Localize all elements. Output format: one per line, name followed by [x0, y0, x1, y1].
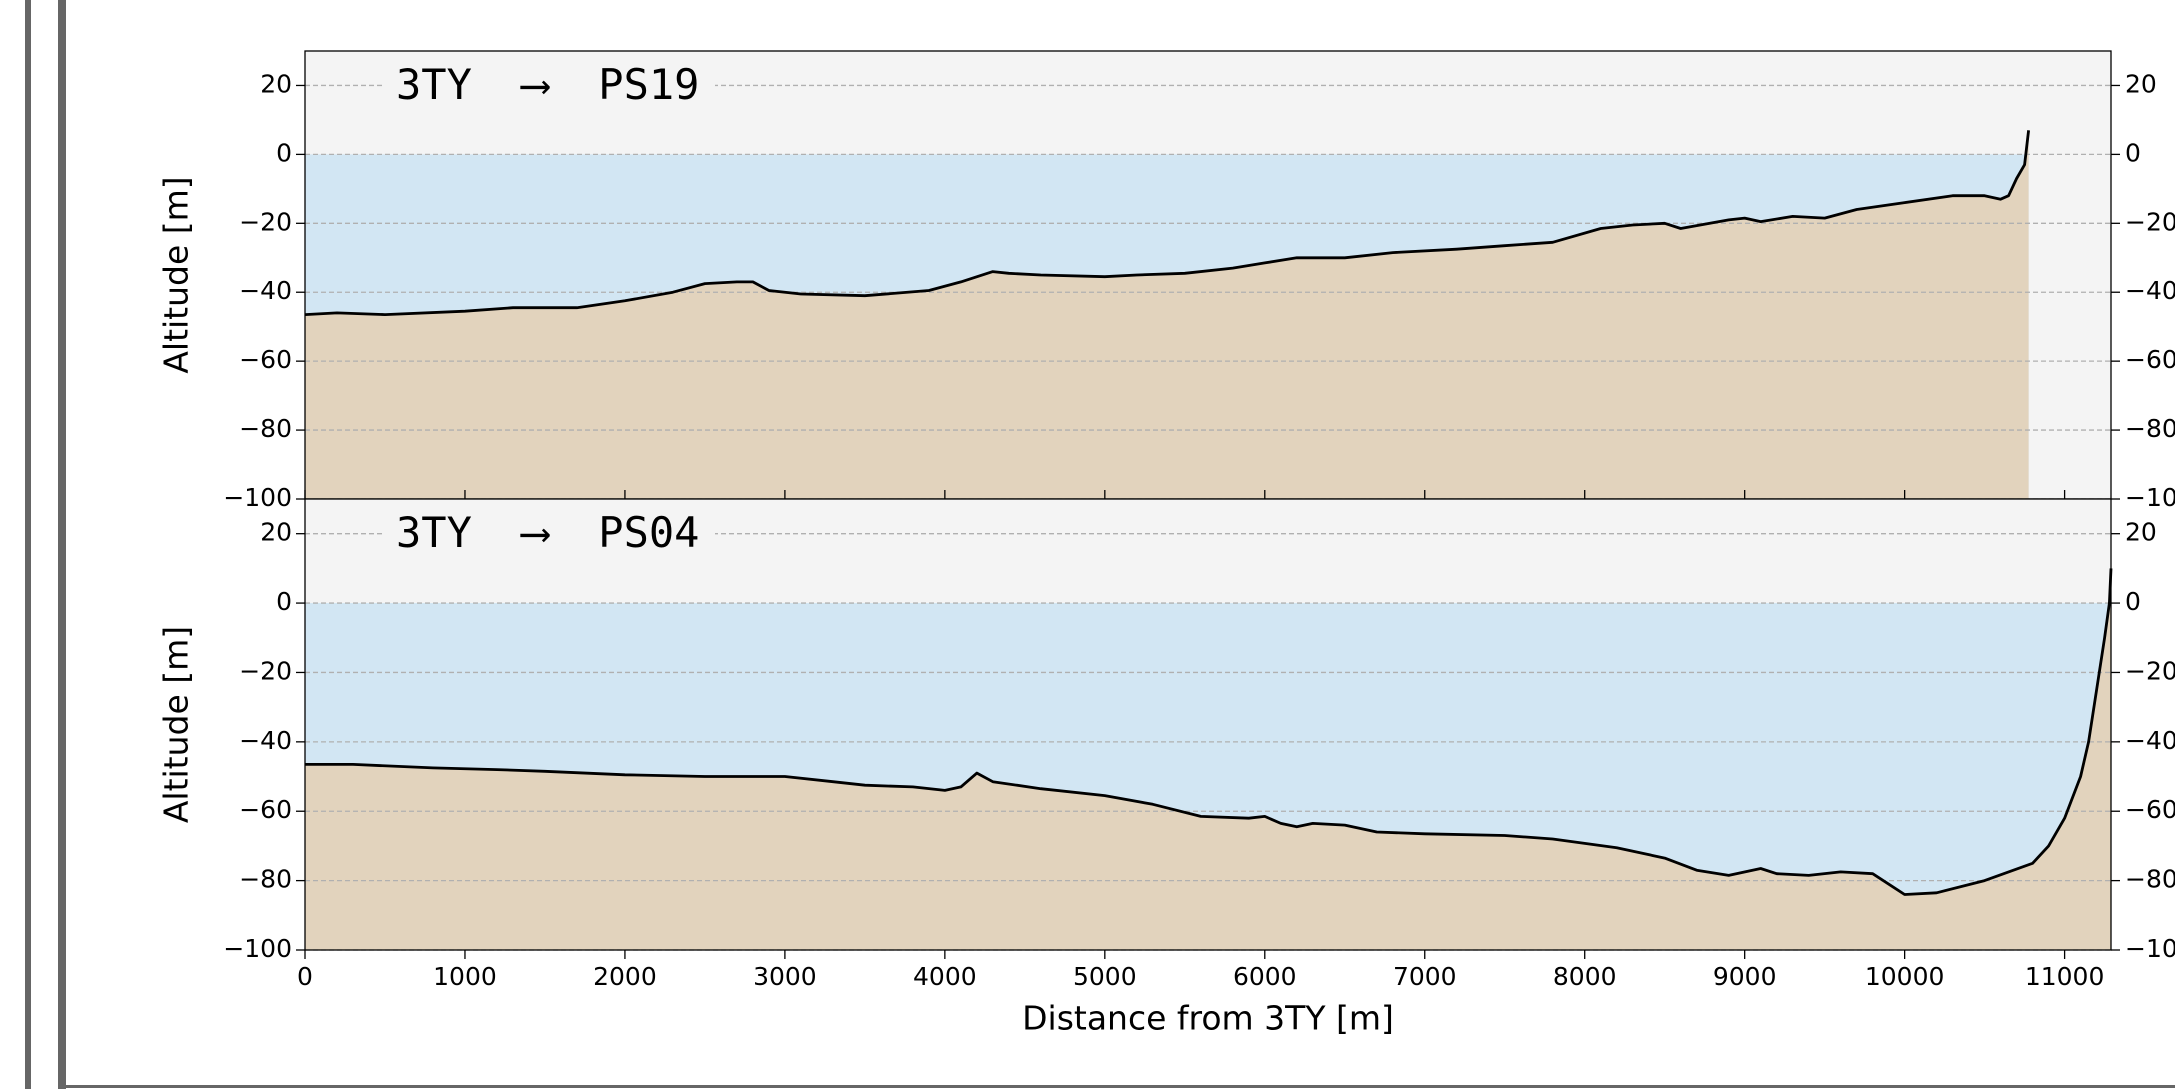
y-tick-label: 0	[276, 587, 292, 616]
x-tick-label: 11000	[2025, 962, 2105, 991]
y-tick-label: −100	[223, 483, 292, 512]
y2-tick-label: 20	[2125, 69, 2157, 98]
y2-tick-label: 0	[2125, 138, 2141, 167]
y-axis-label: Altitude [m]	[157, 626, 196, 823]
x-tick-label: 8000	[1553, 962, 1617, 991]
annotation: 3TY ⟶ PS19	[396, 60, 699, 109]
annotation-background	[385, 61, 715, 110]
annotation: 3TY ⟶ PS04	[396, 508, 699, 557]
y-axis-label: Altitude [m]	[157, 176, 196, 373]
x-tick-label: 10000	[1865, 962, 1945, 991]
x-tick-label: 5000	[1073, 962, 1137, 991]
y-tick-label: −100	[223, 934, 292, 963]
y2-tick-label: −20	[2125, 207, 2175, 236]
y-tick-label: 0	[276, 138, 292, 167]
y2-tick-label: 20	[2125, 518, 2157, 547]
frame-bar	[58, 0, 66, 1089]
y2-tick-label: −40	[2125, 726, 2175, 755]
x-tick-label: 3000	[753, 962, 817, 991]
y-tick-label: −60	[239, 795, 292, 824]
axes-frame	[304, 498, 2112, 951]
y-tick-label: 20	[260, 518, 292, 547]
x-tick-label: 2000	[593, 962, 657, 991]
y2-tick-label: −80	[2125, 865, 2175, 894]
x-axis-label: Distance from 3TY [m]	[1022, 999, 1394, 1038]
y2-tick-label: −20	[2125, 656, 2175, 685]
y2-tick-label: −80	[2125, 414, 2175, 443]
y-tick-label: −20	[239, 656, 292, 685]
y-tick-label: −40	[239, 726, 292, 755]
seabed-fill	[305, 568, 2111, 950]
y-tick-label: −20	[239, 207, 292, 236]
frame-line	[58, 1085, 2175, 1088]
y2-tick-label: −100	[2125, 934, 2175, 963]
x-tick-label: 1000	[433, 962, 497, 991]
x-tick-label: 7000	[1393, 962, 1457, 991]
y2-tick-label: −100	[2125, 483, 2175, 512]
y-tick-label: −80	[239, 865, 292, 894]
y-tick-label: −40	[239, 276, 292, 305]
y-tick-label: −80	[239, 414, 292, 443]
profile-line	[305, 568, 2113, 896]
x-tick-label: 9000	[1713, 962, 1777, 991]
y2-tick-label: −40	[2125, 276, 2175, 305]
x-tick-label: 4000	[913, 962, 977, 991]
y2-tick-label: 0	[2125, 587, 2141, 616]
y-tick-label: 20	[260, 69, 292, 98]
x-tick-label: 6000	[1233, 962, 1297, 991]
y-tick-label: −60	[239, 345, 292, 374]
profile-line	[304, 130, 2030, 316]
frame-bar	[25, 0, 31, 1089]
seabed-fill	[305, 130, 2029, 499]
annotation-background	[385, 509, 715, 558]
y2-tick-label: −60	[2125, 795, 2175, 824]
x-tick-label: 0	[297, 962, 313, 991]
y2-tick-label: −60	[2125, 345, 2175, 374]
